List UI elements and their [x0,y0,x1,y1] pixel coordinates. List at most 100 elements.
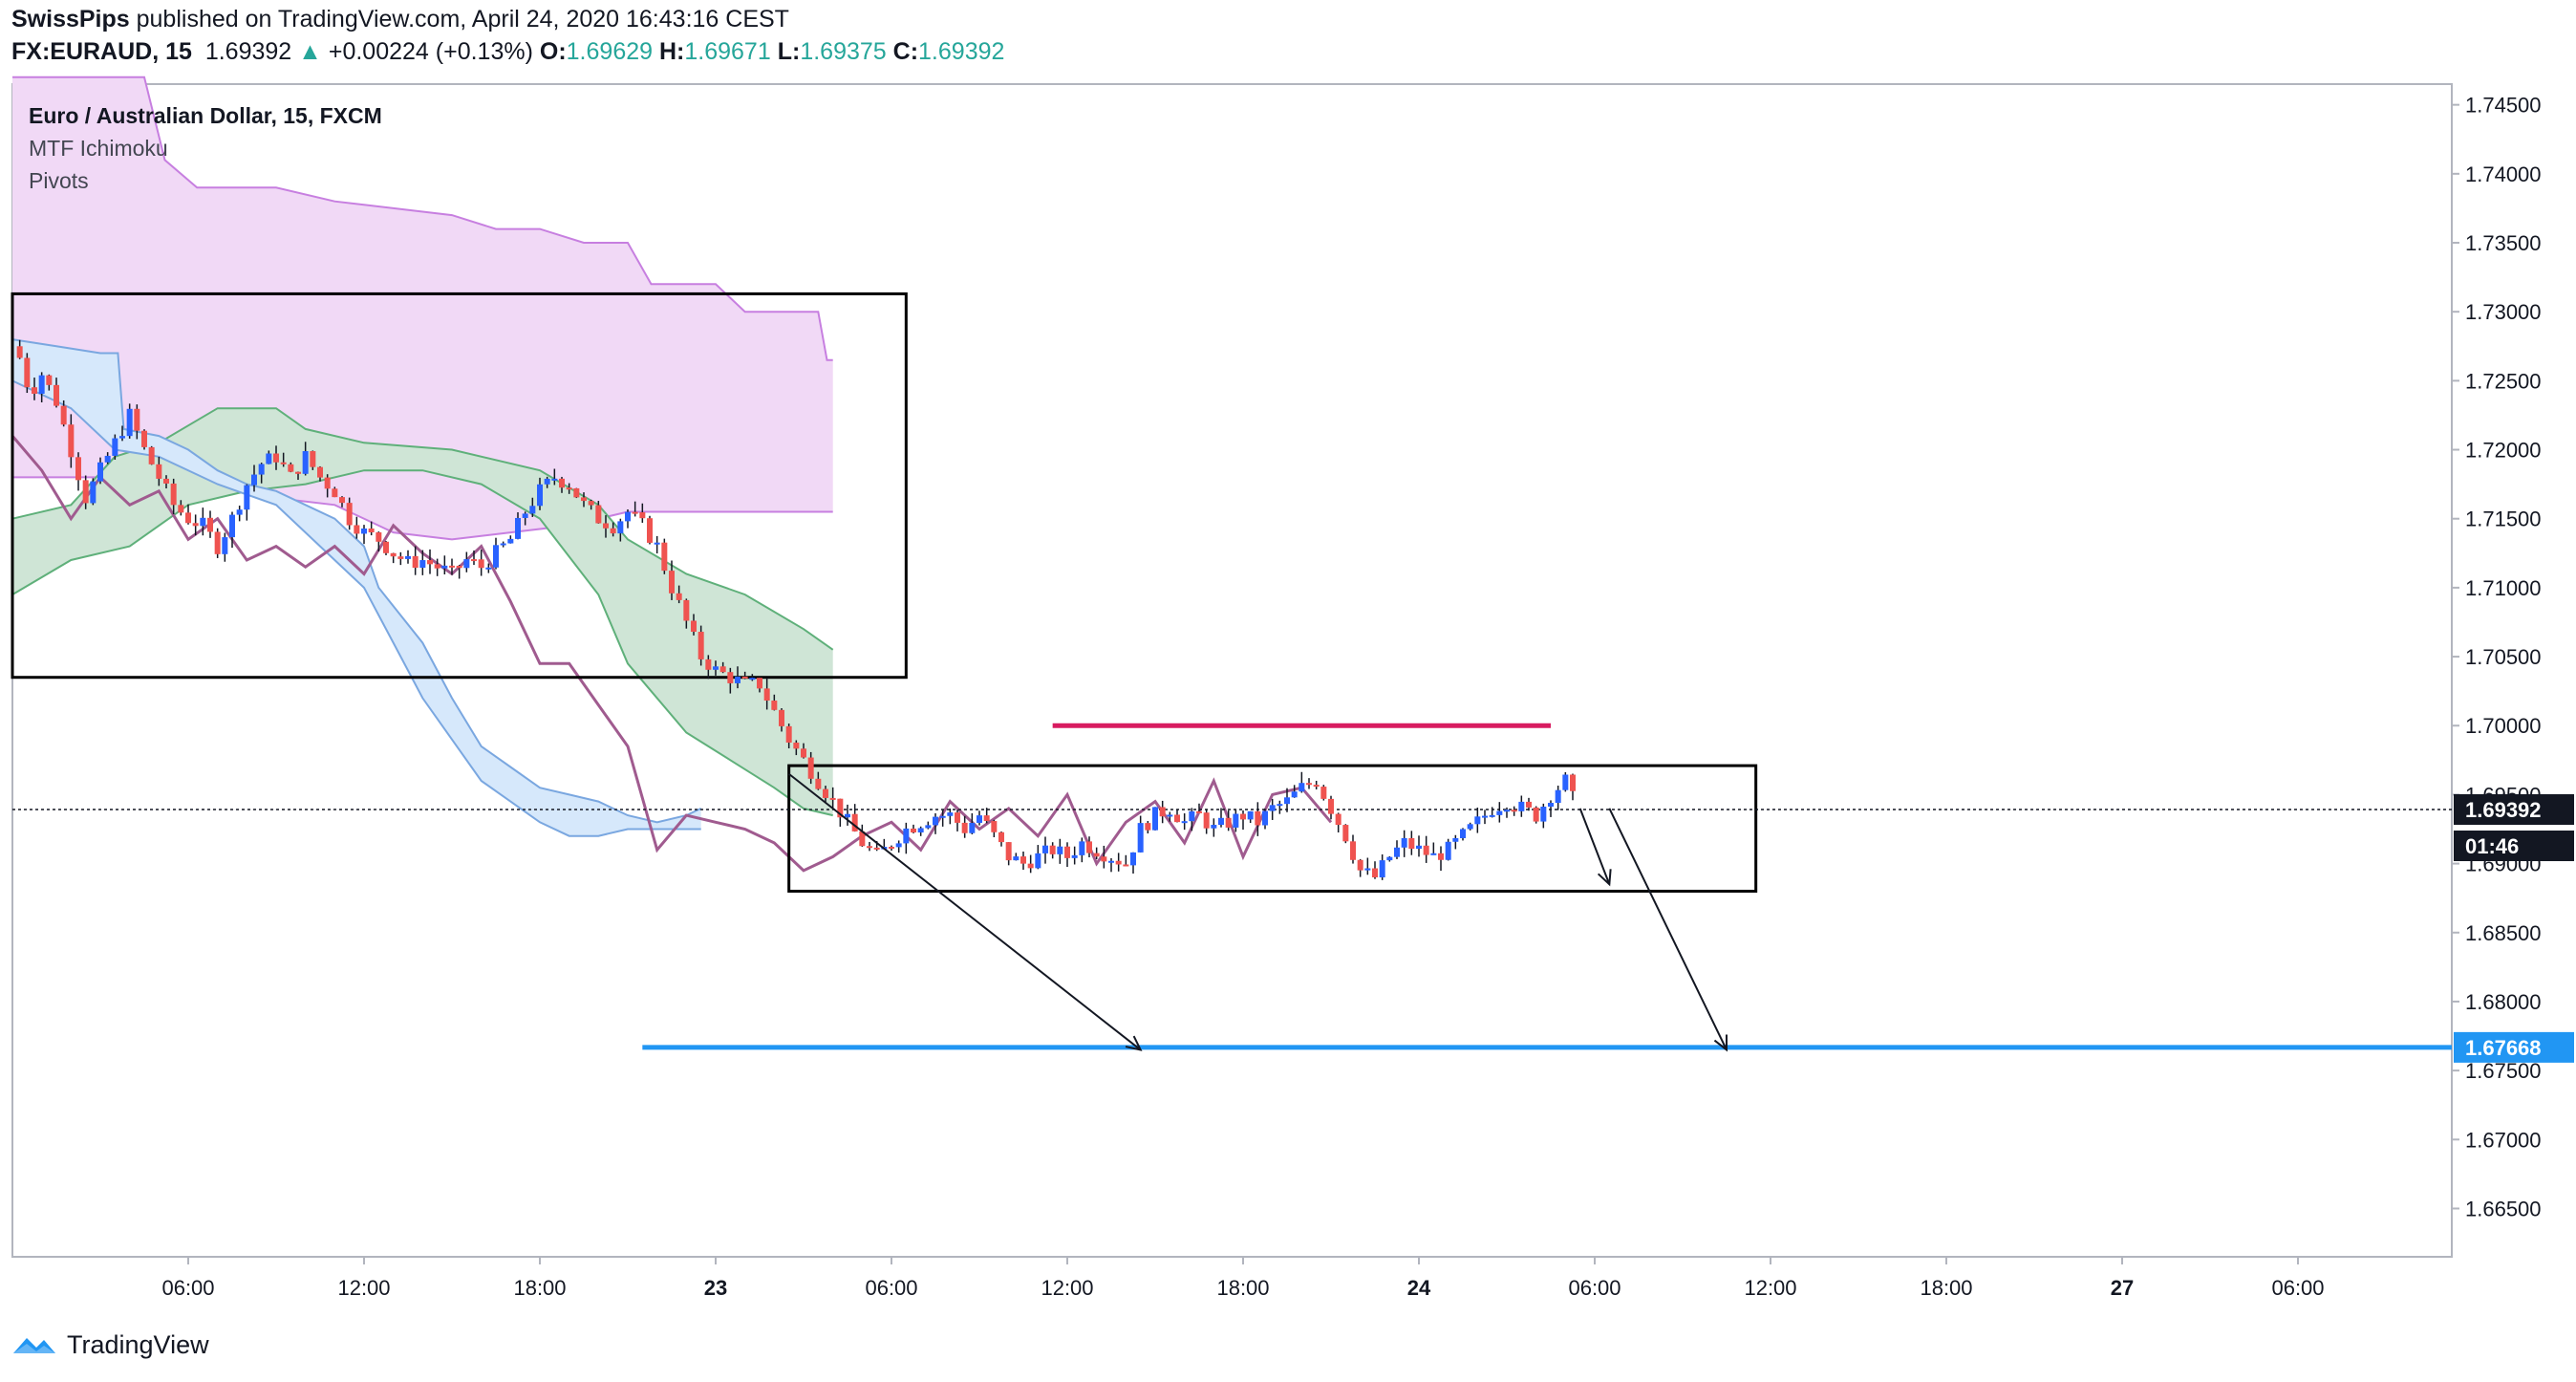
y-tick-label: 1.73500 [2465,231,2542,255]
candle-down [661,542,668,572]
candle-down [676,593,682,600]
candle-up [1233,813,1239,828]
candle-up [258,464,265,475]
candle-down [851,813,858,831]
candle-up [1540,807,1547,822]
price-axis[interactable]: 1.74500 1.74000 1.73500 1.73000 1.72500 1.720… [2452,94,2542,1221]
y-tick-label: 1.72000 [2465,439,2542,463]
candle-down [1570,774,1576,791]
candle-down [32,387,37,394]
range-box-1 [11,292,908,680]
y-tick-label: 1.72500 [2465,369,2542,393]
candle-down [559,478,565,488]
candle-down [727,672,734,683]
candle-up [1460,829,1466,838]
candle-up [500,543,506,546]
support-price-tag-bg [2454,1031,2574,1063]
candle-down [683,599,690,621]
candle-down [1328,798,1334,814]
arrow-line-3 [1608,808,1728,1050]
candle-up [749,678,756,680]
candle-down [346,503,353,526]
cloud-blue-fill [12,339,701,836]
candle-up [1262,810,1268,826]
legend-indicator-ichimoku[interactable]: MTF Ichimoku [29,136,168,161]
tradingview-logo-icon[interactable] [11,1332,57,1359]
candle-down [324,477,331,489]
candle-down [698,632,704,659]
change-value: +0.00224 (+0.13%) [328,38,533,65]
candle-down [889,847,894,850]
candle-up [38,375,45,394]
candle-down [691,620,697,633]
arrow-line-1 [788,772,1142,1051]
x-tick-label: 06:00 [161,1276,214,1300]
candle-up [1130,852,1136,866]
candle-up [1079,841,1085,855]
chart-legend: Euro / Australian Dollar, 15, FXCM MTF I… [29,99,382,197]
candle-down [1423,845,1429,855]
candle-down [383,541,389,553]
y-tick-label: 1.74500 [2465,94,2542,118]
x-tick-label: 23 [704,1276,727,1300]
y-tick-label: 1.67000 [2465,1128,2542,1152]
range-boxes [11,292,1758,893]
candle-down [1225,817,1232,828]
candle-up [266,453,272,464]
candle-down [1408,837,1415,850]
candle-up [1167,814,1173,817]
open-label: O: [539,38,567,65]
candle-down [837,798,844,818]
x-tick-label: 12:00 [337,1276,390,1300]
support-price-tag: 1.67668 [2465,1036,2542,1060]
candle-up [1467,824,1473,830]
candle-up [90,481,97,504]
countdown-tag-bg [2454,831,2574,862]
candle-up [933,816,938,826]
candle-up [112,438,118,456]
time-axis[interactable]: 06:00 12:00 18:00 23 06:00 12:00 18:00 24 06:00 1… [161,1257,2325,1300]
cloud-blue-top-line [11,338,702,824]
candle-up [200,517,206,527]
candle-up [1181,821,1188,824]
candle-up [1284,797,1290,805]
candle-up [229,514,235,538]
candle-up [1386,856,1393,861]
candle-up [1548,803,1554,808]
candle-up [1474,816,1481,825]
candle-up [1071,854,1078,858]
cloud-purple-top-line [12,76,833,361]
candle-down [192,523,199,527]
candle-down [185,512,191,524]
legend-symbol[interactable]: Euro / Australian Dollar, 15, FXCM [29,103,382,128]
low-label: L: [777,38,801,65]
legend-indicator-pivots[interactable]: Pivots [29,168,89,193]
candle-down [1320,787,1327,799]
candle-down [1526,801,1532,808]
candle-up [1247,810,1254,820]
candle-up [1137,823,1144,853]
candle-down [434,564,440,569]
candle-up [361,529,367,534]
footer-brand-text[interactable]: TradingView [67,1330,209,1359]
candle-up [522,513,528,518]
range-box-2 [787,764,1758,893]
symbol-label: FX:EURAUD, 15 [11,38,192,65]
x-tick-label: 27 [2111,1276,2134,1300]
candle-down [82,480,89,504]
y-tick-label: 1.71000 [2465,576,2542,600]
candle-down [911,828,916,833]
candle-up [485,567,492,570]
candle-up [302,451,309,474]
candle-up [97,462,103,482]
open-value: 1.69629 [566,38,654,65]
candle-down [566,487,572,490]
candle-up [515,517,521,539]
candle-down [1255,810,1261,826]
candle-up [405,555,411,559]
candle-up [104,455,111,463]
publisher-name[interactable]: SwissPips [11,6,130,32]
x-tick-label: 24 [1407,1276,1431,1300]
candle-up [251,474,257,486]
